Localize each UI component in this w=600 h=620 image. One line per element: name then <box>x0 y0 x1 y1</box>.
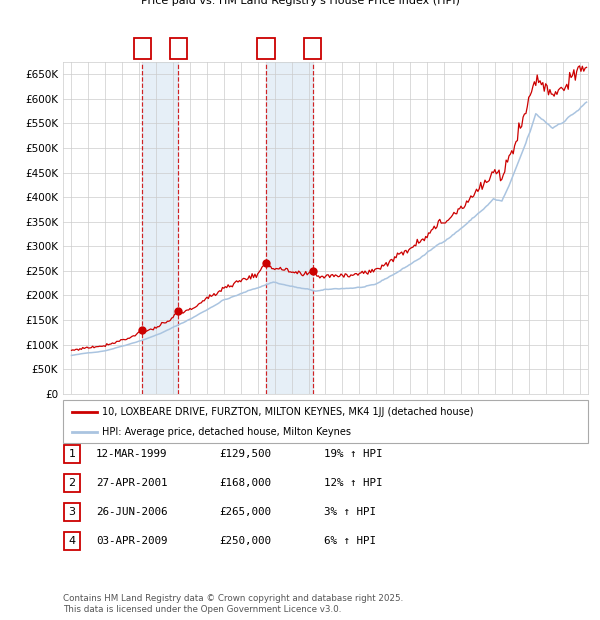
Text: 03-APR-2009: 03-APR-2009 <box>96 536 167 546</box>
FancyBboxPatch shape <box>170 38 187 59</box>
Text: £168,000: £168,000 <box>219 478 271 488</box>
FancyBboxPatch shape <box>64 445 80 463</box>
Text: £250,000: £250,000 <box>219 536 271 546</box>
Text: 6% ↑ HPI: 6% ↑ HPI <box>324 536 376 546</box>
Text: 3: 3 <box>68 507 76 517</box>
Text: 12% ↑ HPI: 12% ↑ HPI <box>324 478 383 488</box>
FancyBboxPatch shape <box>304 38 322 59</box>
FancyBboxPatch shape <box>64 533 80 550</box>
Text: 2: 2 <box>68 478 76 488</box>
Text: 26-JUN-2006: 26-JUN-2006 <box>96 507 167 517</box>
Text: £129,500: £129,500 <box>219 449 271 459</box>
Text: 3: 3 <box>262 42 269 55</box>
Text: 3% ↑ HPI: 3% ↑ HPI <box>324 507 376 517</box>
Bar <box>266 62 313 394</box>
FancyBboxPatch shape <box>64 474 80 492</box>
Text: £265,000: £265,000 <box>219 507 271 517</box>
Text: Price paid vs. HM Land Registry's House Price Index (HPI): Price paid vs. HM Land Registry's House … <box>140 0 460 6</box>
FancyBboxPatch shape <box>64 503 80 521</box>
FancyBboxPatch shape <box>134 38 151 59</box>
Text: Contains HM Land Registry data © Crown copyright and database right 2025.
This d: Contains HM Land Registry data © Crown c… <box>63 595 403 614</box>
Text: 2: 2 <box>175 42 182 55</box>
Text: 19% ↑ HPI: 19% ↑ HPI <box>324 449 383 459</box>
Text: 27-APR-2001: 27-APR-2001 <box>96 478 167 488</box>
Text: 10, LOXBEARE DRIVE, FURZTON, MILTON KEYNES, MK4 1JJ (detached house): 10, LOXBEARE DRIVE, FURZTON, MILTON KEYN… <box>103 407 474 417</box>
Bar <box>142 62 178 394</box>
Text: 1: 1 <box>139 42 146 55</box>
FancyBboxPatch shape <box>63 400 588 443</box>
FancyBboxPatch shape <box>257 38 275 59</box>
Text: HPI: Average price, detached house, Milton Keynes: HPI: Average price, detached house, Milt… <box>103 427 352 438</box>
Text: 12-MAR-1999: 12-MAR-1999 <box>96 449 167 459</box>
Text: 1: 1 <box>68 449 76 459</box>
Text: 4: 4 <box>68 536 76 546</box>
Text: 4: 4 <box>309 42 317 55</box>
